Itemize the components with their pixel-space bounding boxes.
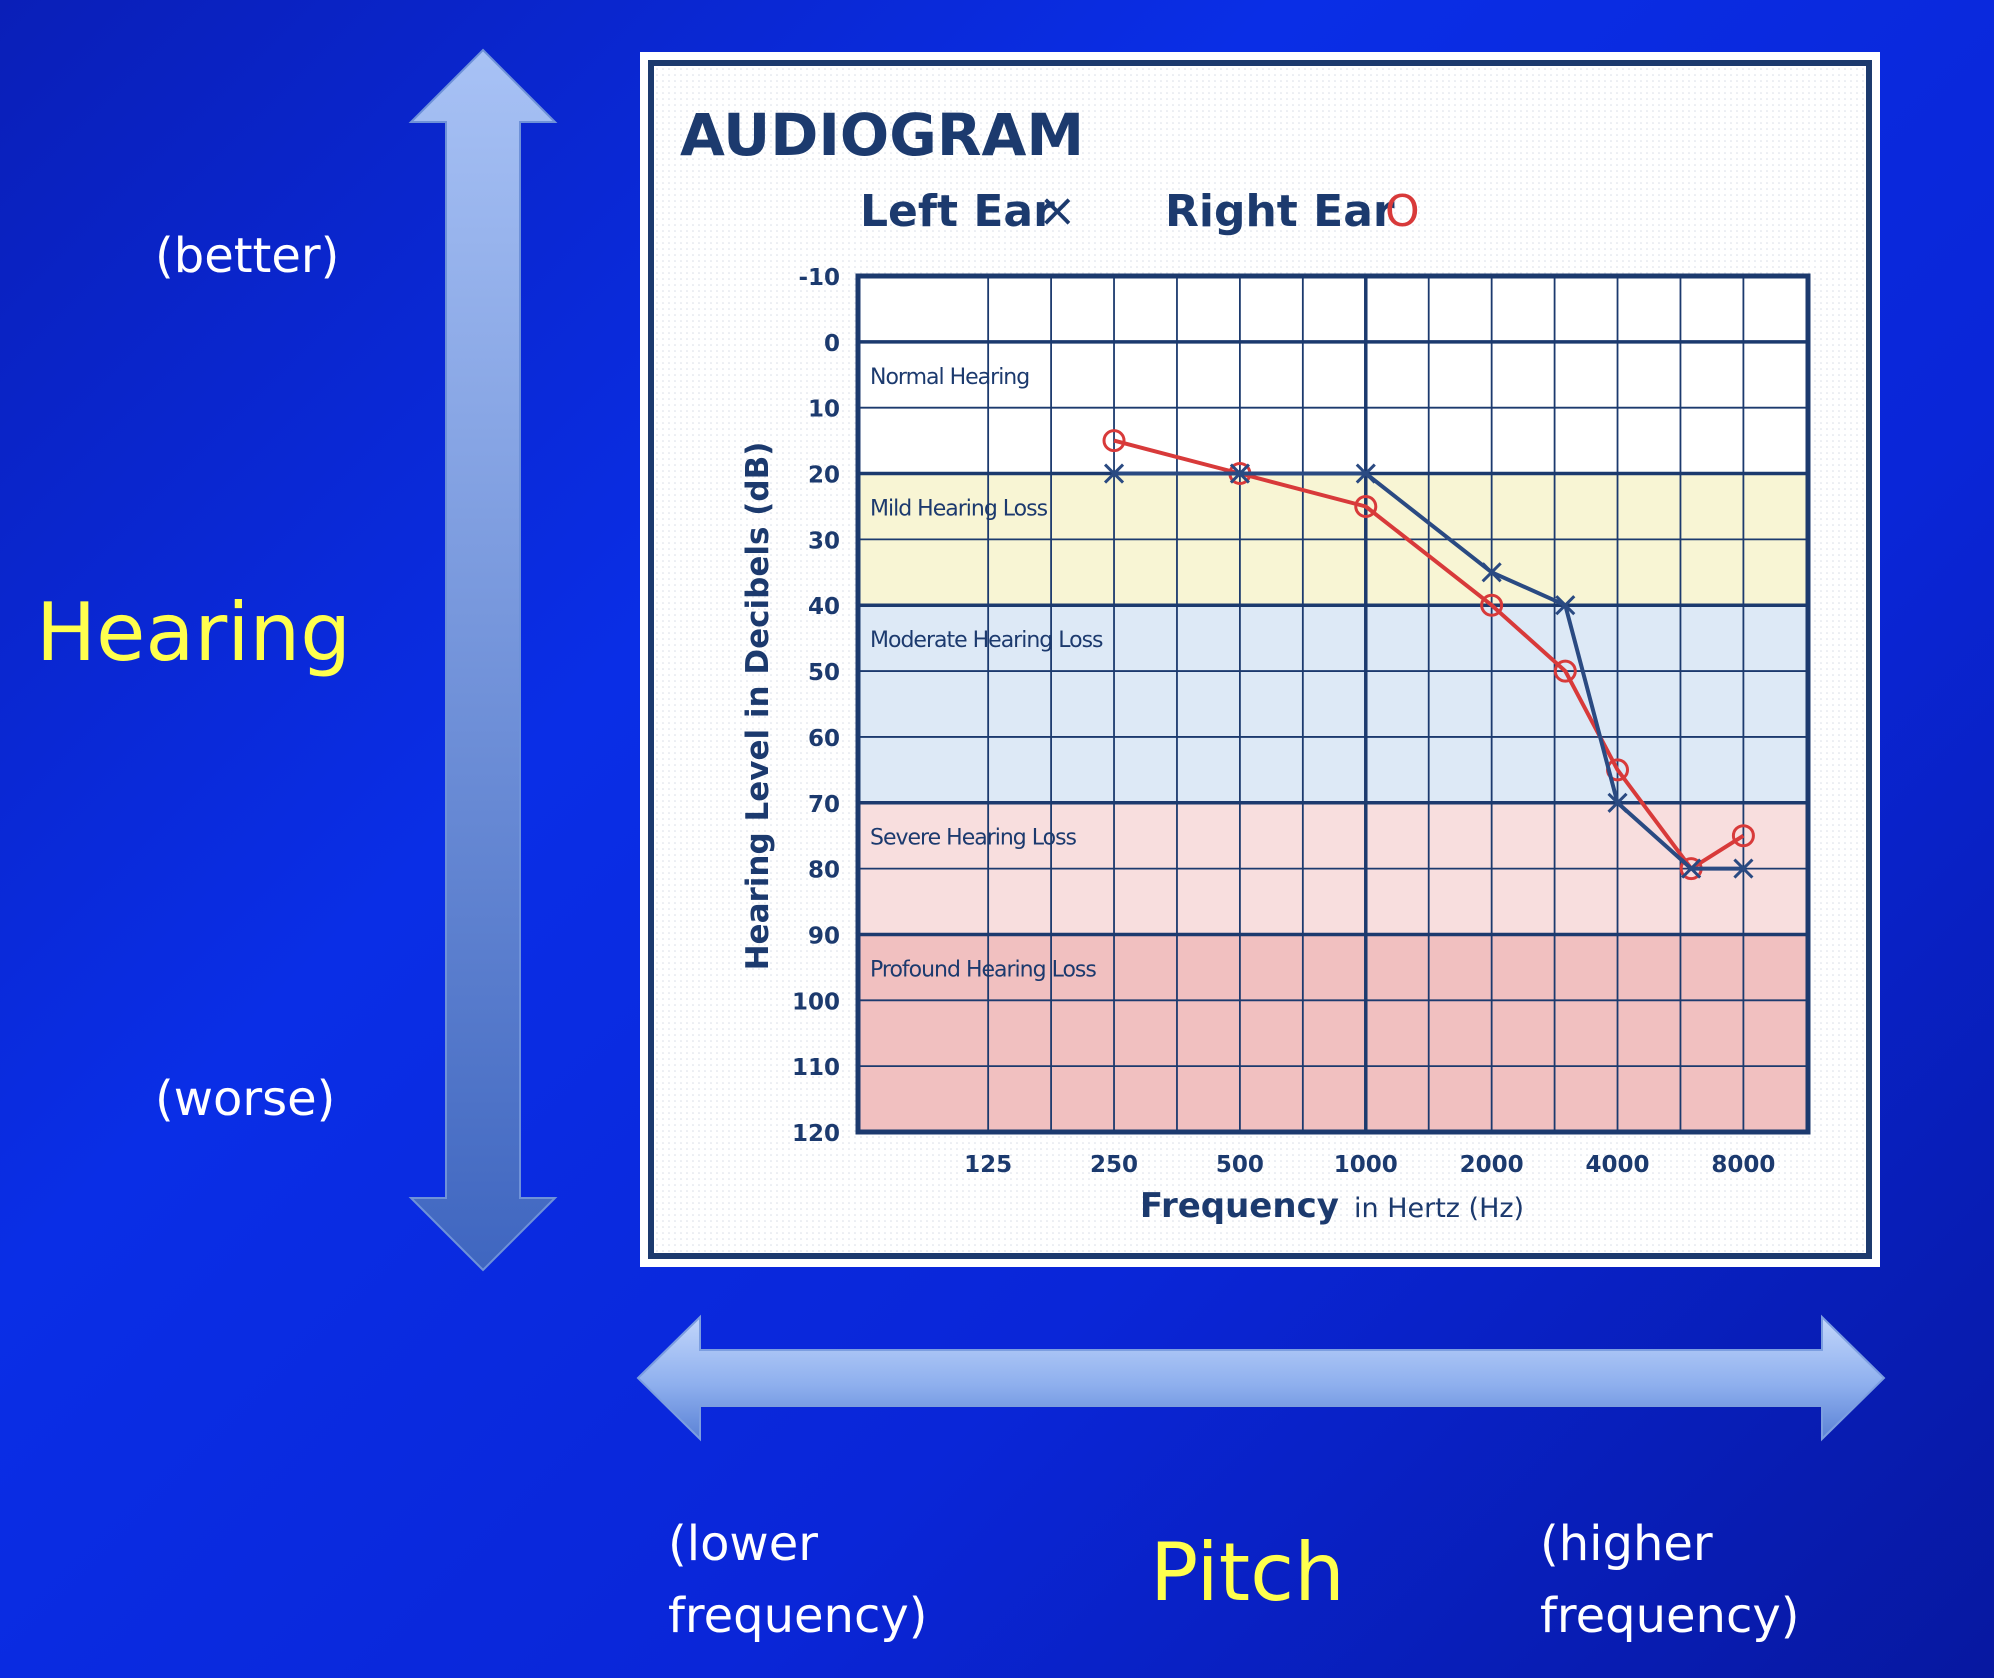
data-point-left-ear	[1733, 858, 1754, 879]
data-point-left-ear	[1555, 595, 1576, 616]
x-axis-label-bold: Frequency	[1140, 1186, 1339, 1226]
y-tick-label: 80	[808, 858, 840, 884]
series-line-left-ear	[1114, 471, 1744, 871]
series-line-right-ear	[1113, 438, 1745, 871]
data-point-left-ear	[1355, 463, 1376, 484]
x-axis-label: Frequency in Hertz (Hz)	[1140, 1186, 1524, 1226]
chart-title: AUDIOGRAM	[680, 101, 1084, 169]
plot-area: Normal Hearing Mild Hearing Loss Moderate …	[792, 265, 1811, 1178]
y-tick-label: 60	[808, 726, 840, 752]
data-point-right-ear	[1102, 429, 1126, 453]
y-tick-label: 90	[808, 923, 840, 949]
x-tick-label: 250	[1090, 1152, 1138, 1178]
data-point-right-ear	[1731, 824, 1755, 848]
data-point-right-ear	[1480, 593, 1504, 617]
x-tick-label: 125	[964, 1152, 1012, 1178]
y-tick-label: 110	[792, 1055, 840, 1081]
worse-label: (worse)	[155, 1071, 335, 1127]
band-profound-hearing-loss	[858, 934, 1808, 1132]
legend-right-ear: Right Ear	[1165, 186, 1395, 237]
legend-left-ear: Left Ear	[860, 186, 1055, 237]
pitch-label: Pitch	[1150, 1526, 1345, 1619]
y-tick-label: 30	[808, 528, 840, 554]
data-point-left-ear	[1681, 858, 1702, 879]
higher-frequency-line1: (higher	[1540, 1516, 1713, 1572]
plot-frame	[855, 273, 1811, 1135]
data-point-right-ear	[1553, 659, 1577, 683]
x-tick-label: 500	[1216, 1152, 1264, 1178]
horizontal-double-arrow	[636, 1314, 1886, 1442]
hearing-label: Hearing	[36, 586, 351, 679]
band-moderate-hearing-loss	[858, 605, 1808, 803]
higher-frequency-line2: frequency)	[1540, 1588, 1799, 1644]
y-tick-label: 120	[792, 1121, 840, 1147]
band-label: Moderate Hearing Loss	[870, 628, 1103, 653]
y-tick-label: 0	[824, 331, 840, 357]
x-tick-label: 8000	[1711, 1152, 1775, 1178]
audiogram-card: AUDIOGRAM Left Ear × Right Ear O Normal …	[640, 52, 1880, 1267]
band-label: Profound Hearing Loss	[870, 957, 1096, 982]
x-tick-label: 2000	[1460, 1152, 1524, 1178]
better-label: (better)	[155, 228, 339, 284]
band-label: Normal Hearing	[870, 365, 1029, 390]
data-point-left-ear	[1103, 463, 1125, 484]
data-point-left-ear	[1229, 463, 1250, 484]
x-tick-label: 1000	[1334, 1152, 1398, 1178]
lower-frequency-line1: (lower	[668, 1516, 818, 1572]
y-tick-label: 10	[808, 397, 840, 423]
legend-right-ear-symbol: O	[1385, 186, 1420, 237]
lower-frequency-line2: frequency)	[668, 1588, 927, 1644]
data-point-left-ear	[1607, 792, 1628, 813]
band-label: Severe Hearing Loss	[870, 826, 1077, 851]
x-axis-label-rest: in Hertz (Hz)	[1354, 1193, 1524, 1224]
y-tick-label: 70	[808, 792, 840, 818]
y-tick-label: 40	[808, 594, 840, 620]
x-tick-label: 4000	[1586, 1152, 1650, 1178]
y-tick-label: 50	[808, 660, 840, 686]
y-tick-label: 20	[808, 463, 840, 489]
y-tick-label: 100	[792, 989, 840, 1015]
data-point-right-ear	[1354, 494, 1378, 518]
y-axis-label: Hearing Level in Decibels (dB)	[740, 442, 776, 971]
band-label: Mild Hearing Loss	[870, 496, 1048, 521]
data-point-left-ear	[1481, 562, 1502, 583]
vertical-double-arrow	[408, 48, 558, 1272]
y-tick-label: -10	[798, 265, 840, 291]
legend-left-ear-symbol: ×	[1038, 183, 1077, 237]
